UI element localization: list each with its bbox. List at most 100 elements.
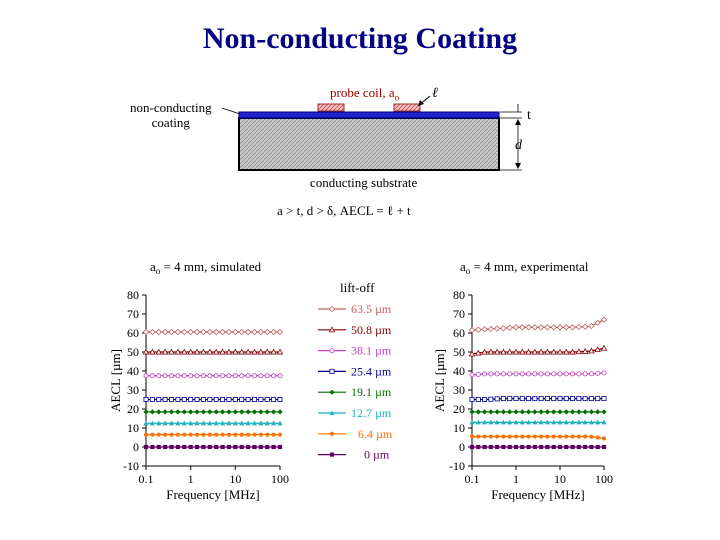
chart1-series-point: [149, 348, 156, 355]
chart1-series-point: [264, 420, 270, 426]
chart2-y-tick-label: 10: [453, 421, 465, 435]
chart1-y-tick-label: -10: [123, 459, 139, 473]
chart2-series-point: [595, 419, 601, 425]
chart1-series-point: [233, 444, 238, 450]
chart2-series-point: [494, 409, 500, 415]
chart2-series-point: [501, 434, 506, 439]
chart2-x-tick-label: 100: [595, 472, 613, 486]
chart2-series-point: [545, 434, 550, 439]
chart1-series-point: [270, 348, 277, 355]
chart1-series-point: [207, 444, 212, 450]
chart2-series-point: [475, 397, 481, 402]
chart2-series-point: [557, 444, 563, 450]
chart2-series-point: [563, 396, 569, 402]
chart2-series-point: [569, 419, 576, 425]
chart2-series-point: [595, 444, 600, 450]
chart1-series-point: [239, 432, 244, 437]
chart2-series-point: [513, 409, 519, 415]
chart2-y-tick-label: 80: [453, 288, 465, 302]
chart1-series-point: [277, 397, 283, 402]
chart2-series-point: [576, 434, 581, 439]
substrate-block: [238, 117, 500, 171]
chart2-series-point: [570, 434, 575, 439]
chart2-y-tick-label: 60: [453, 326, 465, 340]
coating-layer: [238, 111, 500, 119]
chart2-series-point: [544, 419, 551, 425]
chart1-x-tick-label: 1: [188, 472, 194, 486]
chart2-series-point: [570, 396, 576, 402]
chart2-series-point: [544, 324, 551, 331]
chart1-series-point: [143, 432, 149, 437]
chart1-y-tick-label: 20: [127, 402, 139, 416]
chart2-series-point: [476, 434, 481, 439]
chart2-series-point: [487, 325, 495, 333]
chart2-series-point: [525, 409, 532, 415]
chart1-series-point: [245, 397, 251, 402]
legend-marker: [329, 389, 335, 395]
chart1-series-point: [142, 328, 150, 336]
chart2-series-point: [595, 396, 601, 402]
chart2-series-point: [512, 348, 520, 355]
chart1-series-point: [175, 409, 181, 415]
chart1-series-point: [143, 397, 149, 402]
chart2-series-point: [494, 396, 500, 402]
chart1-series-point: [194, 420, 200, 426]
chart1-y-tick-label: 0: [133, 440, 139, 454]
chart1-series-point: [156, 373, 162, 379]
chart2-series-point: [595, 370, 601, 376]
probe-coil-label: probe coil, ao: [330, 85, 400, 103]
chart1-series-point: [239, 409, 245, 415]
chart2-series-point: [519, 348, 526, 355]
condition-text: a > t, d > δ, AECL = ℓ + t: [277, 203, 411, 218]
chart1-series-point: [143, 444, 149, 450]
chart2-series-point: [570, 371, 576, 377]
chart2-y-tick-label: 50: [453, 345, 465, 359]
legend-label: 50.8 µm: [351, 323, 392, 337]
chart1-series-point: [258, 444, 263, 450]
chart2-series-point: [482, 371, 488, 377]
chart1-series-point: [175, 444, 180, 450]
chart1-series-point: [150, 432, 155, 437]
chart1-series-point: [226, 420, 232, 426]
chart1-series-point: [220, 397, 226, 402]
chart2-series-point: [500, 396, 506, 402]
chart2-series-point: [588, 322, 595, 330]
chart2-series-point: [575, 348, 583, 355]
chart1-series-point: [193, 348, 201, 355]
chart1-series-point: [168, 348, 175, 355]
chart1-series-point: [156, 397, 162, 402]
chart1-series-point: [156, 420, 162, 426]
chart1-series-point: [194, 397, 200, 402]
chart1-series-point: [246, 444, 251, 450]
chart1-series-point: [174, 328, 182, 336]
chart1-series-point: [181, 373, 187, 379]
chart1-series-point: [277, 432, 283, 437]
chart1-series-point: [163, 432, 168, 437]
chart2-series-point: [507, 409, 513, 415]
chart2-series-point: [557, 434, 563, 439]
chart1-x-tick-label: 10: [229, 472, 241, 486]
chart1-series-point: [258, 420, 264, 426]
chart1-series-point: [188, 397, 194, 402]
chart1-series-point: [232, 409, 238, 415]
chart1-series-point: [246, 432, 251, 437]
chart2-series-point: [526, 434, 531, 439]
coating-label: non-conducting coating: [130, 100, 212, 130]
chart1-series-point: [175, 397, 181, 402]
chart2-series-point: [601, 409, 607, 415]
chart2-series-point: [532, 371, 538, 377]
chart2-series-point: [525, 348, 532, 355]
legend-label: 12.7 µm: [351, 406, 392, 420]
chart1-series-point: [258, 373, 264, 379]
chart1-series-point: [200, 328, 207, 336]
chart1-series-point: [163, 444, 168, 450]
chart1-series-point: [213, 373, 219, 379]
chart2-series-point: [563, 348, 570, 355]
chart1-series-point: [188, 373, 194, 379]
chart2-series-point: [600, 344, 608, 351]
chart1-series-point: [271, 397, 277, 402]
chart2-series-point: [539, 444, 544, 450]
chart1-series-point: [207, 420, 213, 426]
chart2-series-point: [589, 444, 594, 450]
chart1-title: ao = 4 mm, simulated: [150, 259, 262, 276]
